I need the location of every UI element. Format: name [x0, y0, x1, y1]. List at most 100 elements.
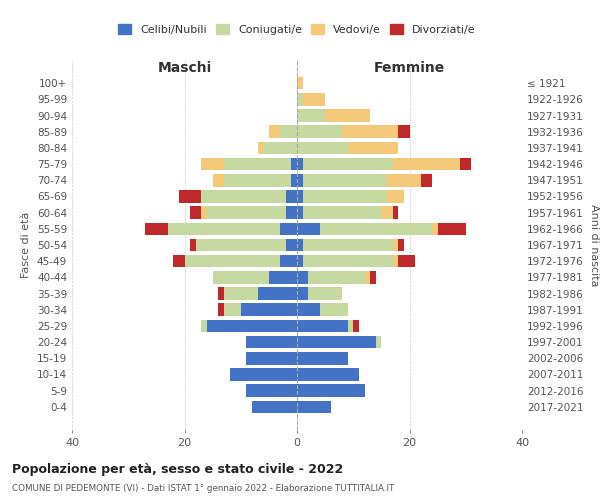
Bar: [179, 190, 202, 203]
Bar: [387, 174, 421, 186]
Bar: [280, 222, 297, 235]
Bar: [308, 287, 342, 300]
Bar: [269, 126, 280, 138]
Bar: [302, 190, 387, 203]
Bar: [297, 222, 320, 235]
Bar: [432, 222, 437, 235]
Bar: [202, 158, 224, 170]
Bar: [207, 206, 286, 219]
Bar: [218, 304, 224, 316]
Bar: [269, 271, 297, 283]
Bar: [460, 158, 472, 170]
Bar: [229, 368, 297, 381]
Bar: [398, 238, 404, 252]
Bar: [398, 126, 409, 138]
Bar: [297, 255, 302, 268]
Bar: [302, 174, 387, 186]
Bar: [173, 255, 185, 268]
Bar: [320, 222, 432, 235]
Bar: [347, 142, 398, 154]
Bar: [325, 109, 370, 122]
Bar: [297, 77, 302, 90]
Bar: [376, 336, 382, 348]
Bar: [297, 158, 302, 170]
Bar: [292, 174, 297, 186]
Y-axis label: Anni di nascita: Anni di nascita: [589, 204, 599, 286]
Bar: [297, 400, 331, 413]
Bar: [292, 158, 297, 170]
Bar: [297, 142, 347, 154]
Bar: [257, 142, 263, 154]
Bar: [297, 93, 302, 106]
Bar: [398, 255, 415, 268]
Bar: [297, 206, 302, 219]
Bar: [297, 109, 325, 122]
Bar: [392, 255, 398, 268]
Bar: [190, 238, 196, 252]
Bar: [297, 304, 320, 316]
Bar: [302, 206, 382, 219]
Bar: [421, 174, 432, 186]
Bar: [392, 238, 398, 252]
Bar: [196, 238, 286, 252]
Bar: [286, 206, 297, 219]
Bar: [392, 206, 398, 219]
Bar: [302, 255, 392, 268]
Bar: [297, 384, 365, 397]
Bar: [241, 304, 297, 316]
Bar: [202, 206, 207, 219]
Y-axis label: Fasce di età: Fasce di età: [22, 212, 31, 278]
Bar: [297, 336, 376, 348]
Bar: [202, 190, 286, 203]
Bar: [297, 352, 347, 364]
Bar: [320, 304, 347, 316]
Bar: [252, 400, 297, 413]
Bar: [297, 271, 308, 283]
Bar: [247, 336, 297, 348]
Bar: [207, 320, 297, 332]
Bar: [302, 93, 325, 106]
Bar: [167, 222, 280, 235]
Bar: [297, 238, 302, 252]
Bar: [392, 158, 460, 170]
Bar: [370, 271, 376, 283]
Text: Popolazione per età, sesso e stato civile - 2022: Popolazione per età, sesso e stato civil…: [12, 462, 343, 475]
Bar: [224, 287, 257, 300]
Text: Femmine: Femmine: [374, 61, 445, 75]
Bar: [212, 271, 269, 283]
Bar: [437, 222, 466, 235]
Bar: [302, 158, 392, 170]
Bar: [224, 304, 241, 316]
Bar: [308, 271, 365, 283]
Bar: [185, 255, 280, 268]
Bar: [382, 206, 392, 219]
Bar: [263, 142, 297, 154]
Text: Maschi: Maschi: [157, 61, 212, 75]
Bar: [302, 238, 392, 252]
Bar: [218, 287, 224, 300]
Bar: [212, 174, 224, 186]
Bar: [365, 271, 370, 283]
Bar: [297, 287, 308, 300]
Bar: [297, 190, 302, 203]
Bar: [280, 255, 297, 268]
Bar: [353, 320, 359, 332]
Bar: [297, 174, 302, 186]
Bar: [347, 320, 353, 332]
Bar: [387, 190, 404, 203]
Bar: [286, 190, 297, 203]
Legend: Celibi/Nubili, Coniugati/e, Vedovi/e, Divorziati/e: Celibi/Nubili, Coniugati/e, Vedovi/e, Di…: [115, 21, 479, 38]
Bar: [297, 368, 359, 381]
Bar: [280, 126, 297, 138]
Bar: [247, 352, 297, 364]
Bar: [257, 287, 297, 300]
Bar: [342, 126, 398, 138]
Bar: [297, 320, 347, 332]
Bar: [247, 384, 297, 397]
Bar: [224, 174, 292, 186]
Text: COMUNE DI PEDEMONTE (VI) - Dati ISTAT 1° gennaio 2022 - Elaborazione TUTTITALIA.: COMUNE DI PEDEMONTE (VI) - Dati ISTAT 1°…: [12, 484, 394, 493]
Bar: [202, 320, 207, 332]
Bar: [190, 206, 202, 219]
Bar: [145, 222, 167, 235]
Bar: [286, 238, 297, 252]
